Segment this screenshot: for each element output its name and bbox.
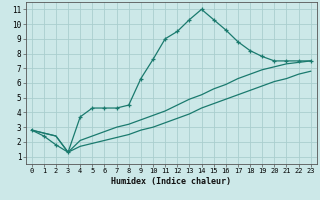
X-axis label: Humidex (Indice chaleur): Humidex (Indice chaleur) bbox=[111, 177, 231, 186]
